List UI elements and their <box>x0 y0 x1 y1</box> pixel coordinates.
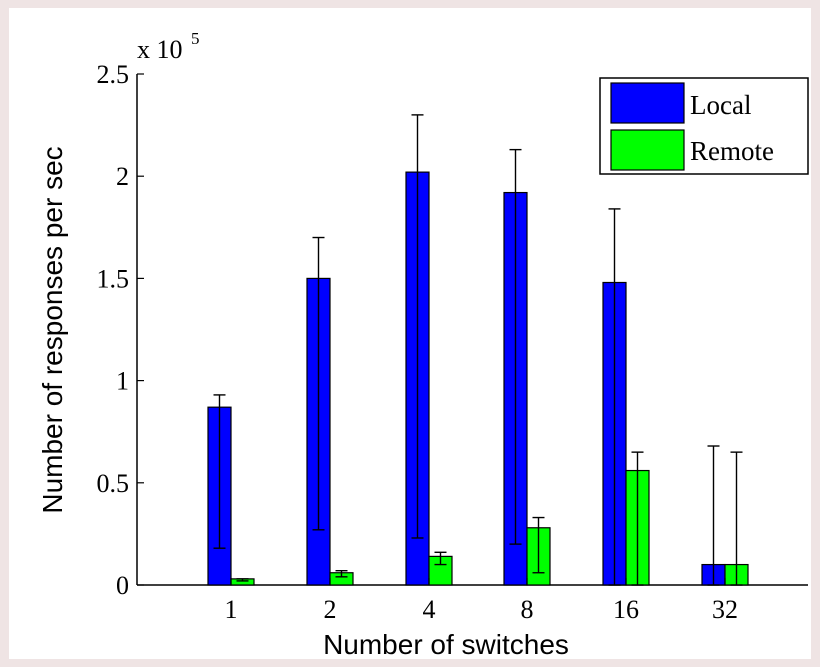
x-tick-label: 4 <box>423 595 436 624</box>
x-tick-label: 2 <box>324 595 337 624</box>
x-tick-label: 8 <box>521 595 534 624</box>
legend-label-remote: Remote <box>690 136 774 166</box>
bars-group <box>207 171 749 586</box>
legend: Local Remote <box>599 77 809 175</box>
error-bars-group <box>213 114 743 586</box>
y-axis-label: Number of responses per sec <box>37 146 68 513</box>
x-tick-label: 16 <box>613 595 639 624</box>
y-tick-label: 0 <box>116 571 129 600</box>
legend-swatch-local <box>610 82 685 124</box>
ticks-group: 0 0.5 1 1.5 2 2.5 1 2 4 8 16 32 <box>97 60 739 624</box>
y-tick-label: 0.5 <box>97 469 130 498</box>
bar-chart: 0 0.5 1 1.5 2 2.5 1 2 4 8 16 32 x 10 5 Number of sw… <box>37 29 809 659</box>
x-tick-label: 32 <box>712 595 738 624</box>
x-tick-label: 1 <box>225 595 238 624</box>
chart-frame: 0 0.5 1 1.5 2 2.5 1 2 4 8 16 32 x 10 5 Number of sw… <box>9 8 811 659</box>
y-axis-multiplier: x 10 <box>137 35 183 64</box>
y-tick-label: 2 <box>116 162 129 191</box>
x-axis-label: Number of switches <box>323 629 569 659</box>
legend-swatch-remote <box>610 129 685 171</box>
y-tick-label: 2.5 <box>97 60 130 89</box>
y-axis-multiplier-exponent: 5 <box>191 29 200 48</box>
y-tick-label: 1.5 <box>97 264 130 293</box>
y-tick-label: 1 <box>116 367 129 396</box>
legend-label-local: Local <box>690 90 751 120</box>
